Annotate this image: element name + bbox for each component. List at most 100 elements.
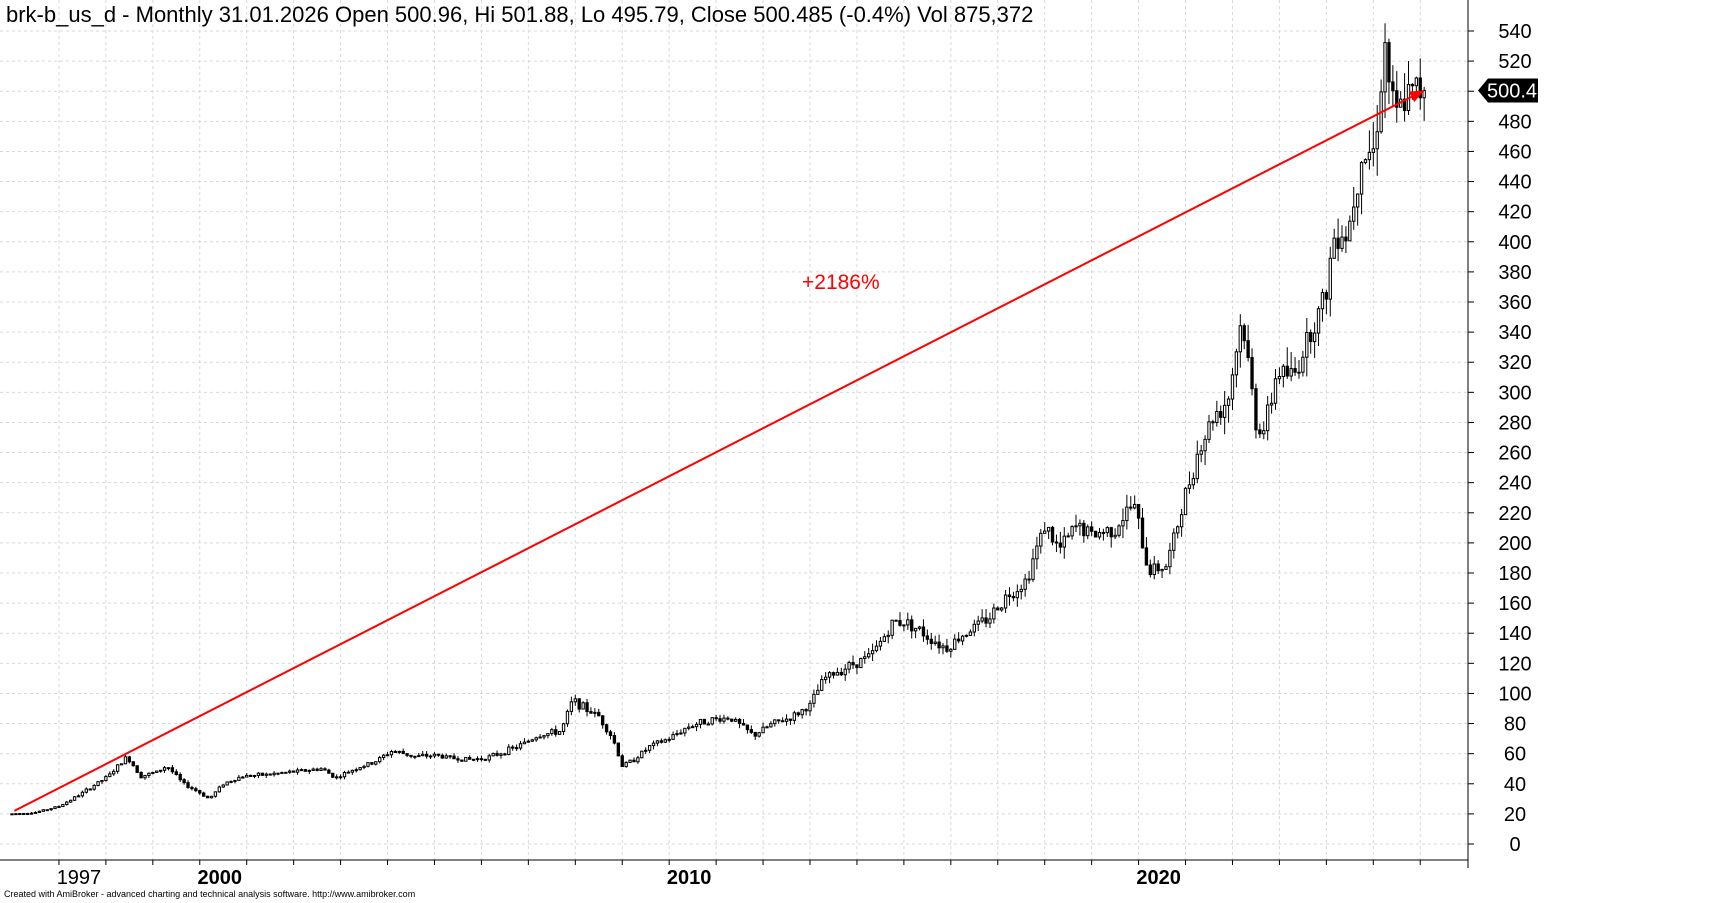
candle-body [432,753,437,757]
candle-body [1156,563,1160,572]
candle-body [499,753,503,756]
candle-body [1015,591,1020,599]
candle-body [119,763,124,766]
candle-body [1179,514,1184,528]
candle-body [1089,526,1094,532]
candle-body [217,786,221,793]
candle-body [1160,568,1164,572]
candle-body [589,711,593,714]
candle-body [827,672,832,678]
candle-body [1050,526,1055,543]
candle-body [280,771,284,774]
candle-body [186,782,190,788]
candle-body [1375,131,1379,150]
candle-body [112,770,116,775]
candle-body [1086,526,1090,537]
candle-body [256,772,261,776]
y-tick-label: 440 [1498,172,1531,194]
candle-body [765,726,769,729]
gridlines [0,0,1468,860]
candle-body [1031,558,1035,580]
candle-body [585,702,589,713]
candle-body [624,761,628,768]
candle-body [155,770,159,773]
candle-body [753,731,757,737]
candle-body [1109,527,1113,538]
candle-body [45,809,49,812]
candle-body [370,762,374,765]
candle-body [464,756,468,762]
candle-body [127,756,132,763]
candle-body [882,636,887,642]
candle-body [202,792,206,797]
x-tick-label: 2010 [667,867,712,889]
candle-body [1418,77,1422,99]
candle-body [1367,151,1372,161]
candle-body [1011,596,1016,599]
candle-body [949,648,953,652]
y-tick-label: 460 [1498,141,1531,163]
candle-body [546,733,550,737]
candle-body [1144,547,1149,566]
y-tick-label: 0 [1509,834,1520,856]
candle-body [874,645,879,652]
candle-body [495,752,499,756]
candle-body [1297,371,1301,374]
candle-body [1140,517,1145,549]
candle-body [1191,478,1196,486]
candle-body [1199,450,1203,455]
candle-body [41,809,45,812]
candle-body [1164,566,1168,570]
candle-body [276,772,280,775]
y-tick-label: 400 [1498,232,1531,254]
candle-body [620,755,624,768]
candle-body [57,806,61,809]
candle-body [503,753,507,756]
candle-body [1395,90,1399,108]
candle-body [143,774,147,779]
y-tick-label: 280 [1498,412,1531,434]
candle-body [452,755,456,760]
candle-body [867,653,871,658]
candle-body [354,769,358,772]
candle-body [1222,404,1227,418]
y-tick-label: 520 [1498,51,1531,73]
candle-body [636,757,640,763]
candle-body [80,791,85,797]
candle-body [1262,430,1266,435]
candle-body [980,617,984,622]
candle-body [1105,527,1109,534]
candle-body [511,746,515,749]
candle-body [1348,220,1352,242]
candle-body [773,719,777,725]
candle-body [667,738,671,741]
candle-body [1391,81,1395,92]
candle-body [1316,308,1321,334]
candle-body [1019,588,1023,593]
candle-body [690,726,695,729]
candle-body [913,627,918,632]
candle-body [925,635,930,640]
candle-body [327,769,331,774]
candle-body [1211,421,1215,424]
candle-body [910,619,914,632]
candle-body [1359,162,1364,195]
candle-body [835,671,840,676]
candle-body [475,758,480,761]
candle-body [898,620,902,626]
candle-body [18,813,22,816]
candle-body [1340,236,1344,249]
x-tick-label: 1997 [57,867,102,889]
candle-body [1101,531,1106,534]
candle-body [1082,522,1086,537]
candle-body [49,808,53,811]
candle-body [335,776,339,779]
candle-body [123,756,128,765]
candle-body [870,650,875,655]
candle-body [22,813,26,816]
y-tick-label: 320 [1498,352,1531,374]
candle-body [937,641,941,649]
candle-body [1207,421,1211,440]
candle-body [1078,522,1082,527]
